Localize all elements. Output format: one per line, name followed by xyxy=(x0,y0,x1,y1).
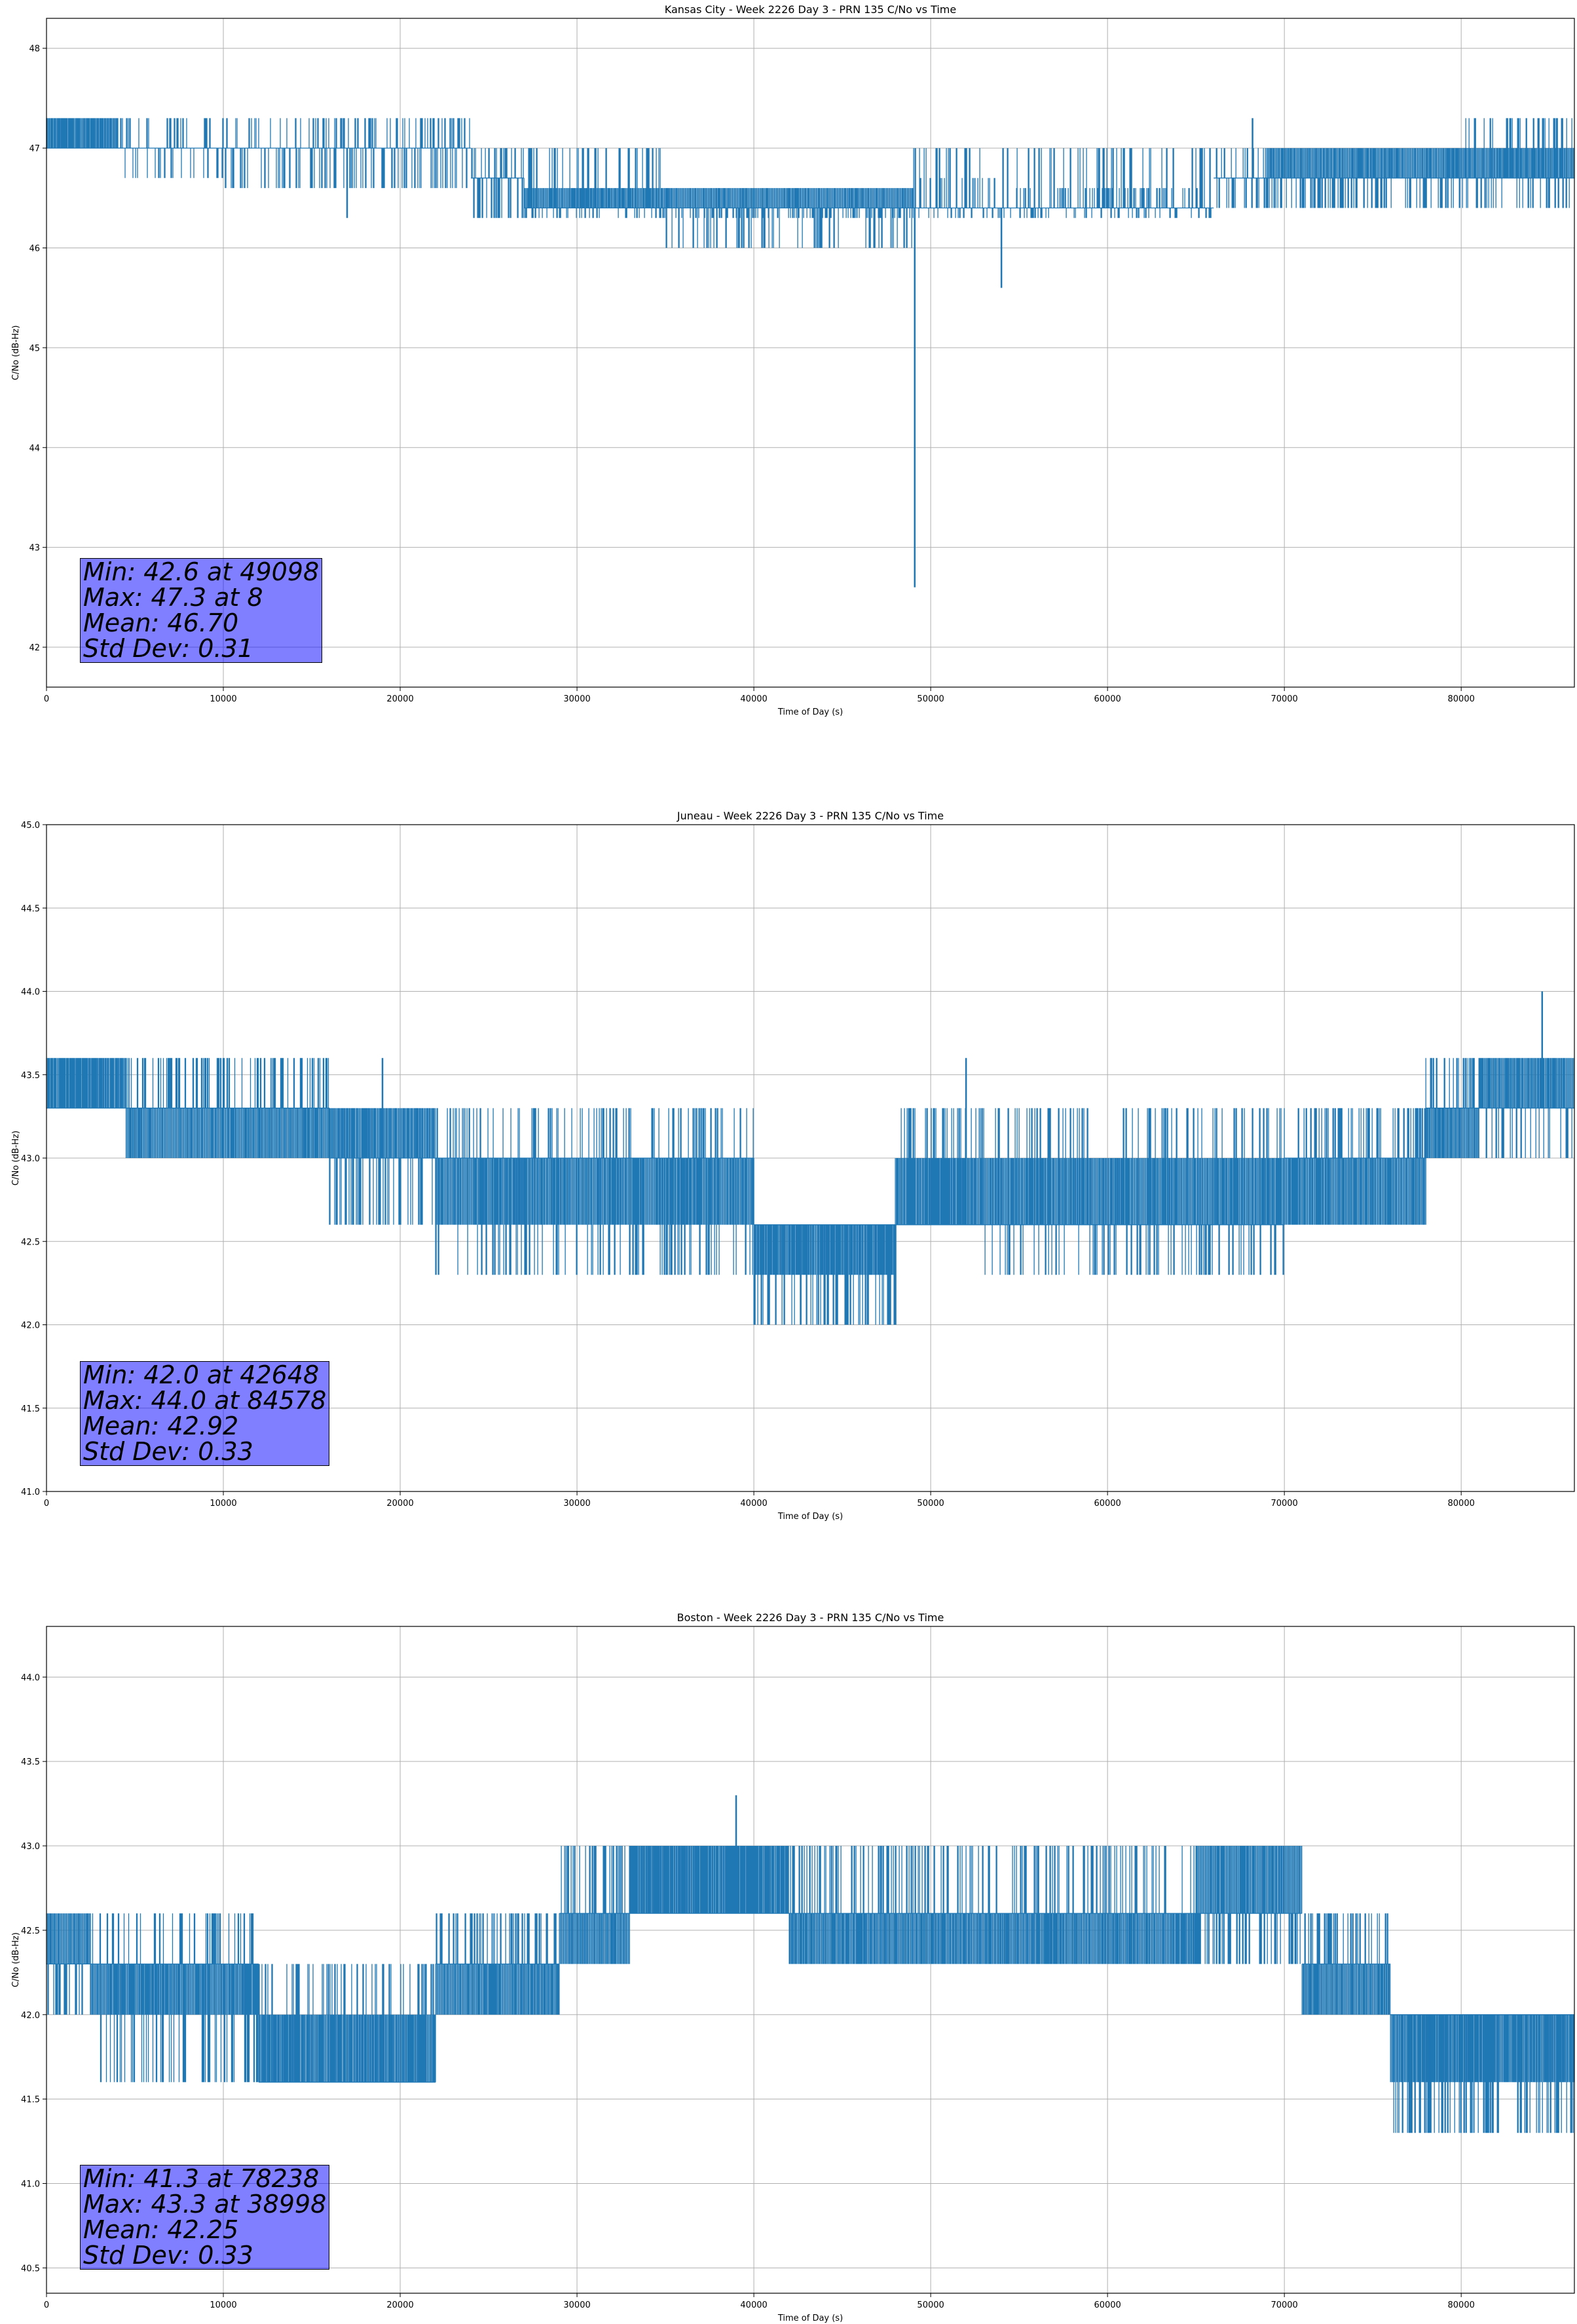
chart-title: Kansas City - Week 2226 Day 3 - PRN 135 … xyxy=(665,3,956,16)
plot-frame xyxy=(46,18,1575,688)
y-tick-label: 43.5 xyxy=(21,1071,40,1081)
x-tick-label: 60000 xyxy=(1094,1499,1121,1509)
chart-panel-3: 0 10000 20000 30000 40000 50000 60000 70000 8000… xyxy=(11,1611,1575,2323)
x-tick-label: 70000 xyxy=(1271,694,1297,704)
chart-panel-2: 0 10000 20000 30000 40000 50000 60000 70000 8000… xyxy=(11,810,1575,1522)
x-tick-label: 40000 xyxy=(740,694,767,704)
x-tick-label: 0 xyxy=(44,2300,49,2310)
x-tick-label: 60000 xyxy=(1094,694,1121,704)
chart-title: Juneau - Week 2226 Day 3 - PRN 135 C/No … xyxy=(677,810,944,822)
x-tick-label: 30000 xyxy=(563,694,590,704)
x-tick-label: 20000 xyxy=(386,694,413,704)
y-tick-label: 40.5 xyxy=(21,2264,40,2274)
stats-line: Std Dev: 0.33 xyxy=(83,1437,253,1466)
y-tick-label: 44 xyxy=(29,443,40,453)
plot-frame xyxy=(46,1626,1575,2294)
x-axis-label: Time of Day (s) xyxy=(777,2314,843,2323)
chart-panel-1: 0 10000 20000 30000 40000 50000 60000 70000 8000… xyxy=(11,3,1575,717)
x-tick-label: 70000 xyxy=(1271,1499,1297,1509)
x-tick-label: 50000 xyxy=(917,1499,944,1509)
x-tick-label: 80000 xyxy=(1448,1499,1475,1509)
stats-box: Min: 42.6 at 49098 Max: 47.3 at 8 Mean: 46… xyxy=(80,557,323,663)
stats-box: Min: 42.0 at 42648 Max: 44.0 at 84578 Mean… xyxy=(80,1360,330,1466)
x-tick-label: 20000 xyxy=(386,2300,413,2310)
stats-line: Mean: 42.92 xyxy=(83,1412,239,1440)
y-tick-label: 48 xyxy=(29,45,40,54)
y-axis-label: C/No (dB-Hz) xyxy=(11,1932,21,1987)
x-tick-label: 50000 xyxy=(917,694,944,704)
x-axis-label: Time of Day (s) xyxy=(777,707,843,717)
x-tick-label: 0 xyxy=(44,694,49,704)
x-tick-label: 50000 xyxy=(917,2300,944,2310)
series-path xyxy=(46,1846,1574,2133)
stats-line: Mean: 46.70 xyxy=(83,609,239,637)
y-tick-label: 42.0 xyxy=(21,1321,40,1331)
stats-line: Max: 43.3 at 38998 xyxy=(83,2190,327,2219)
stats-line: Max: 44.0 at 84578 xyxy=(83,1386,327,1415)
stats-line: Min: 41.3 at 78238 xyxy=(83,2164,320,2193)
y-axis-label: C/No (dB-Hz) xyxy=(11,326,21,381)
stats-line: Min: 42.6 at 49098 xyxy=(83,557,320,586)
y-tick-label: 45 xyxy=(29,344,40,354)
stats-line: Std Dev: 0.31 xyxy=(83,634,253,663)
series-path xyxy=(46,118,1575,248)
y-tick-label: 41.5 xyxy=(21,2095,40,2105)
x-tick-label: 40000 xyxy=(740,2300,767,2310)
y-tick-label: 42.0 xyxy=(21,2011,40,2021)
x-tick-label: 80000 xyxy=(1448,694,1475,704)
x-tick-label: 30000 xyxy=(563,2300,590,2310)
y-tick-label: 41.0 xyxy=(21,1488,40,1497)
y-tick-label: 42.5 xyxy=(21,1237,40,1247)
x-tick-label: 10000 xyxy=(210,2300,236,2310)
x-tick-label: 40000 xyxy=(740,1499,767,1509)
y-tick-label: 41.5 xyxy=(21,1404,40,1414)
y-tick-label: 43.0 xyxy=(21,1154,40,1164)
stats-line: Min: 42.0 at 42648 xyxy=(83,1360,320,1389)
x-tick-label: 20000 xyxy=(386,1499,413,1509)
y-tick-label: 45.0 xyxy=(21,821,40,831)
series-line xyxy=(46,1795,1574,2133)
y-tick-label: 44.0 xyxy=(21,988,40,998)
series-path xyxy=(46,1058,1575,1325)
stats-line: Mean: 42.25 xyxy=(83,2215,239,2244)
y-tick-label: 43.0 xyxy=(21,1842,40,1852)
y-tick-label: 44.5 xyxy=(21,904,40,914)
chart-title: Boston - Week 2226 Day 3 - PRN 135 C/No … xyxy=(677,1611,944,1624)
y-tick-label: 41.0 xyxy=(21,2179,40,2189)
stats-line: Max: 47.3 at 8 xyxy=(83,583,263,612)
x-tick-label: 0 xyxy=(44,1499,49,1509)
y-tick-label: 43.5 xyxy=(21,1757,40,1767)
x-tick-label: 10000 xyxy=(210,694,236,704)
y-tick-label: 47 xyxy=(29,144,40,154)
x-axis-label: Time of Day (s) xyxy=(777,1512,843,1522)
y-tick-label: 42 xyxy=(29,643,40,653)
y-tick-label: 42.5 xyxy=(21,1926,40,1936)
series-line xyxy=(46,991,1575,1325)
stats-box: Min: 41.3 at 78238 Max: 43.3 at 38998 Mean… xyxy=(80,2164,330,2270)
series-line xyxy=(46,118,1575,588)
x-tick-label: 30000 xyxy=(563,1499,590,1509)
y-tick-label: 44.0 xyxy=(21,1673,40,1683)
y-tick-label: 46 xyxy=(29,244,40,253)
y-tick-label: 43 xyxy=(29,544,40,553)
y-axis-label: C/No (dB-Hz) xyxy=(11,1131,21,1186)
x-tick-label: 60000 xyxy=(1094,2300,1121,2310)
x-tick-label: 80000 xyxy=(1448,2300,1475,2310)
x-tick-label: 70000 xyxy=(1271,2300,1297,2310)
stats-line: Std Dev: 0.33 xyxy=(83,2241,253,2270)
x-tick-label: 10000 xyxy=(210,1499,236,1509)
